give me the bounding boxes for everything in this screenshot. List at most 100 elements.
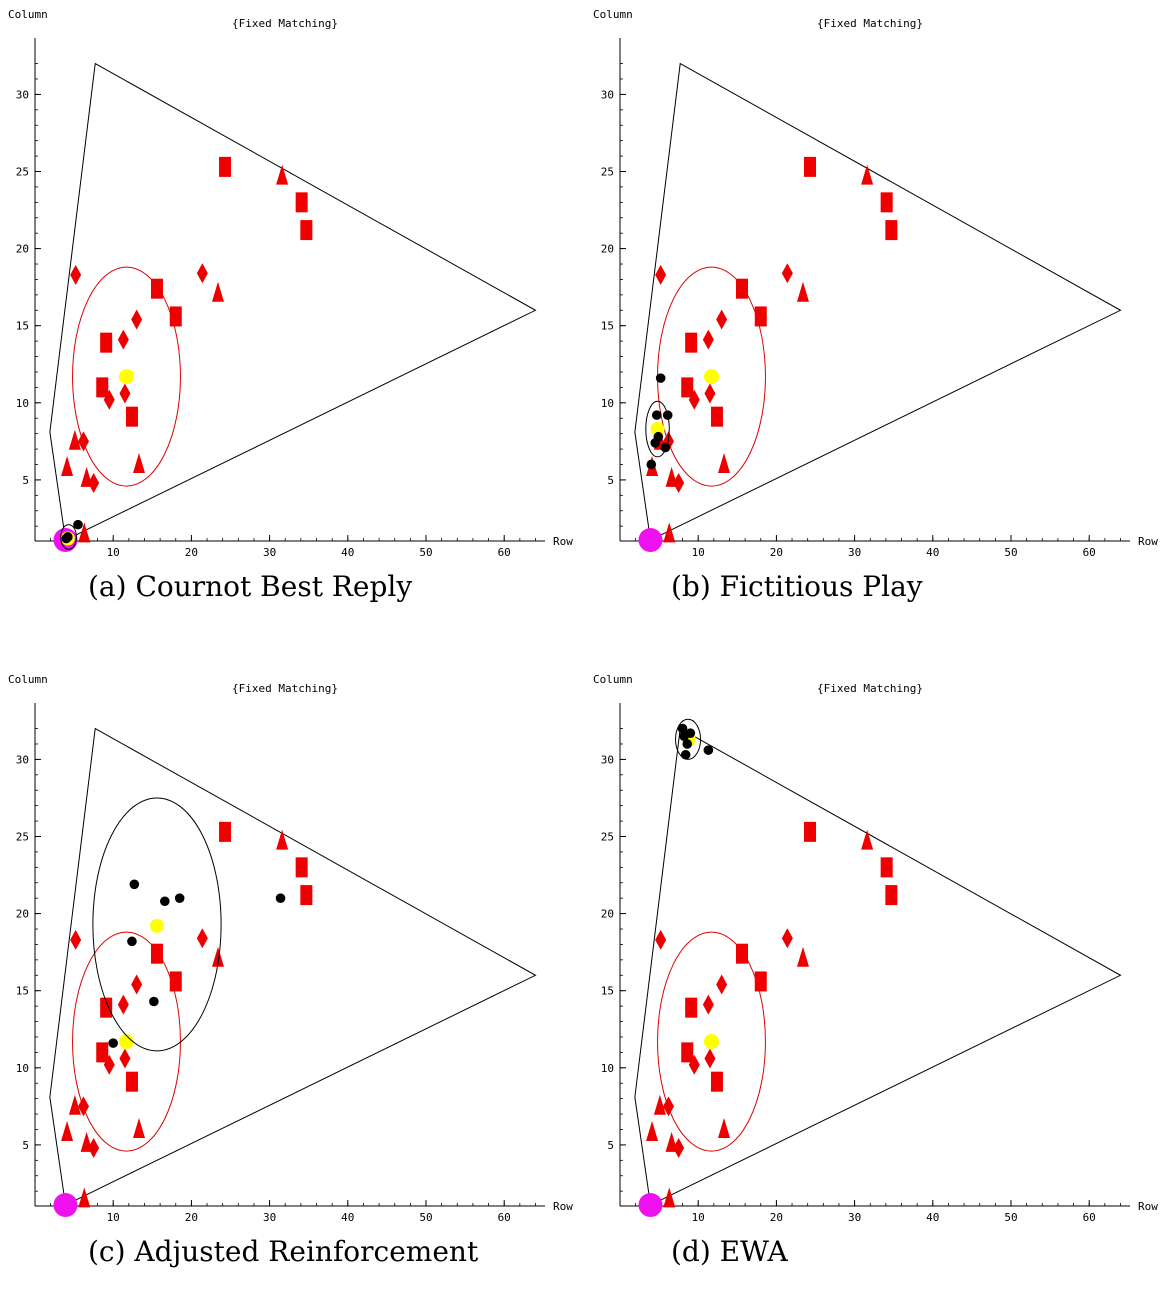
experimental-rect xyxy=(295,192,308,213)
experimental-rect xyxy=(804,821,817,842)
experimental-ellipse xyxy=(657,931,766,1152)
experimental-rect xyxy=(681,377,694,398)
chart-title: {Fixed Matching} xyxy=(232,17,338,30)
x-tick-label: 60 xyxy=(498,546,511,559)
experimental-rect xyxy=(150,943,163,964)
experimental-triangle xyxy=(861,829,874,850)
x-tick-label: 20 xyxy=(770,1211,783,1224)
chart-d: 10 20 30 40 50 60 5 10 15 20 25 30 Column Row {Fixed M… xyxy=(593,673,1158,1224)
experimental-diamond xyxy=(77,1096,89,1117)
experimental-rect xyxy=(735,278,748,299)
panel-b: 10 20 30 40 50 60 5 10 15 20 25 30 Column Row {Fixed M… xyxy=(585,0,1173,637)
experimental-triangle xyxy=(663,522,676,543)
experimental-rect xyxy=(219,156,232,177)
experimental-rect xyxy=(880,857,893,878)
experimental-rect xyxy=(100,997,113,1018)
experimental-diamond xyxy=(117,329,129,350)
simulated-point xyxy=(174,893,185,903)
y-tick-label: 10 xyxy=(601,1062,614,1075)
panel-a: 10 20 30 40 50 60 5 10 15 20 25 30 Column Row {Fixed M… xyxy=(0,0,588,637)
simulated-point xyxy=(275,893,286,903)
experimental-diamond xyxy=(131,974,143,995)
chart-a: 10 20 30 40 50 60 5 10 15 20 25 30 Column Row {Fixed M… xyxy=(8,8,573,559)
experimental-diamond xyxy=(70,929,82,950)
experimental-diamond xyxy=(704,383,716,404)
equilibrium-point xyxy=(638,528,663,553)
y-tick-label: 15 xyxy=(601,320,614,333)
x-tick-label: 20 xyxy=(770,546,783,559)
y-tick-label: 20 xyxy=(16,243,29,256)
caption-a: (a) Cournot Best Reply xyxy=(88,570,413,603)
chart-c: 10 20 30 40 50 60 5 10 15 20 25 30 Column Row {Fixed M… xyxy=(8,673,573,1224)
experimental-triangle xyxy=(78,522,91,543)
simulated-mean xyxy=(149,918,164,933)
simulated-point xyxy=(63,532,73,542)
y-tick-label: 5 xyxy=(607,474,614,487)
y-tick-label: 15 xyxy=(16,320,29,333)
x-tick-label: 40 xyxy=(341,1211,354,1224)
y-tick-label: 10 xyxy=(16,397,29,410)
x-tick-label: 50 xyxy=(419,546,432,559)
experimental-diamond xyxy=(655,264,667,285)
experimental-triangle xyxy=(211,946,224,967)
x-tick-label: 10 xyxy=(107,546,120,559)
experimental-rect xyxy=(219,821,232,842)
experimental-diamond xyxy=(117,994,129,1015)
experimental-rect xyxy=(754,971,767,992)
y-tick-label: 30 xyxy=(601,753,614,766)
experimental-diamond xyxy=(196,928,208,949)
simulated-point xyxy=(703,745,714,755)
experimental-triangle xyxy=(861,164,874,185)
experimental-triangle xyxy=(796,946,809,967)
x-tick-label: 40 xyxy=(341,546,354,559)
x-tick-label: 50 xyxy=(1004,1211,1017,1224)
experimental-rect xyxy=(300,885,313,906)
x-tick-label: 20 xyxy=(185,1211,198,1224)
x-axis-label: Row xyxy=(553,1200,573,1213)
y-tick-label: 10 xyxy=(16,1062,29,1075)
experimental-diamond xyxy=(716,309,728,330)
experimental-diamond xyxy=(131,309,143,330)
x-tick-label: 60 xyxy=(498,1211,511,1224)
experimental-diamond xyxy=(662,1096,674,1117)
simulated-point xyxy=(655,373,666,383)
experimental-rect xyxy=(685,997,698,1018)
experimental-rect xyxy=(735,943,748,964)
experimental-diamond xyxy=(88,1137,100,1158)
feasible-region xyxy=(49,62,537,541)
x-tick-label: 30 xyxy=(848,546,861,559)
x-tick-label: 50 xyxy=(419,1211,432,1224)
experimental-triangle xyxy=(133,452,146,473)
simulated-ellipse xyxy=(645,400,670,458)
chart-title: {Fixed Matching} xyxy=(232,682,338,695)
x-axis-label: Row xyxy=(1138,535,1158,548)
x-axis-label: Row xyxy=(553,535,573,548)
experimental-triangle xyxy=(133,1117,146,1138)
experimental-mean xyxy=(703,1034,719,1050)
experimental-rect xyxy=(804,156,817,177)
experimental-triangle xyxy=(653,1094,666,1115)
x-tick-label: 30 xyxy=(263,1211,276,1224)
experimental-rect xyxy=(685,332,698,353)
caption-b: (b) Fictitious Play xyxy=(671,570,923,603)
simulated-ellipse xyxy=(92,797,222,1052)
x-axis-label: Row xyxy=(1138,1200,1158,1213)
simulated-point xyxy=(685,728,696,738)
simulated-point xyxy=(73,519,83,530)
experimental-rect xyxy=(300,220,313,241)
y-tick-label: 25 xyxy=(601,166,614,179)
experimental-triangle xyxy=(276,829,289,850)
experimental-diamond xyxy=(655,929,667,950)
feasible-region xyxy=(634,62,1122,541)
experimental-diamond xyxy=(119,1048,131,1069)
experimental-diamond xyxy=(781,928,793,949)
caption-c: (c) Adjusted Reinforcement xyxy=(88,1235,479,1268)
experimental-rect xyxy=(295,857,308,878)
y-tick-label: 30 xyxy=(16,88,29,101)
simulated-mean xyxy=(650,422,665,437)
experimental-diamond xyxy=(702,994,714,1015)
experimental-rect xyxy=(96,377,109,398)
y-tick-label: 30 xyxy=(16,753,29,766)
experimental-ellipse xyxy=(72,266,181,487)
y-tick-label: 5 xyxy=(22,474,29,487)
